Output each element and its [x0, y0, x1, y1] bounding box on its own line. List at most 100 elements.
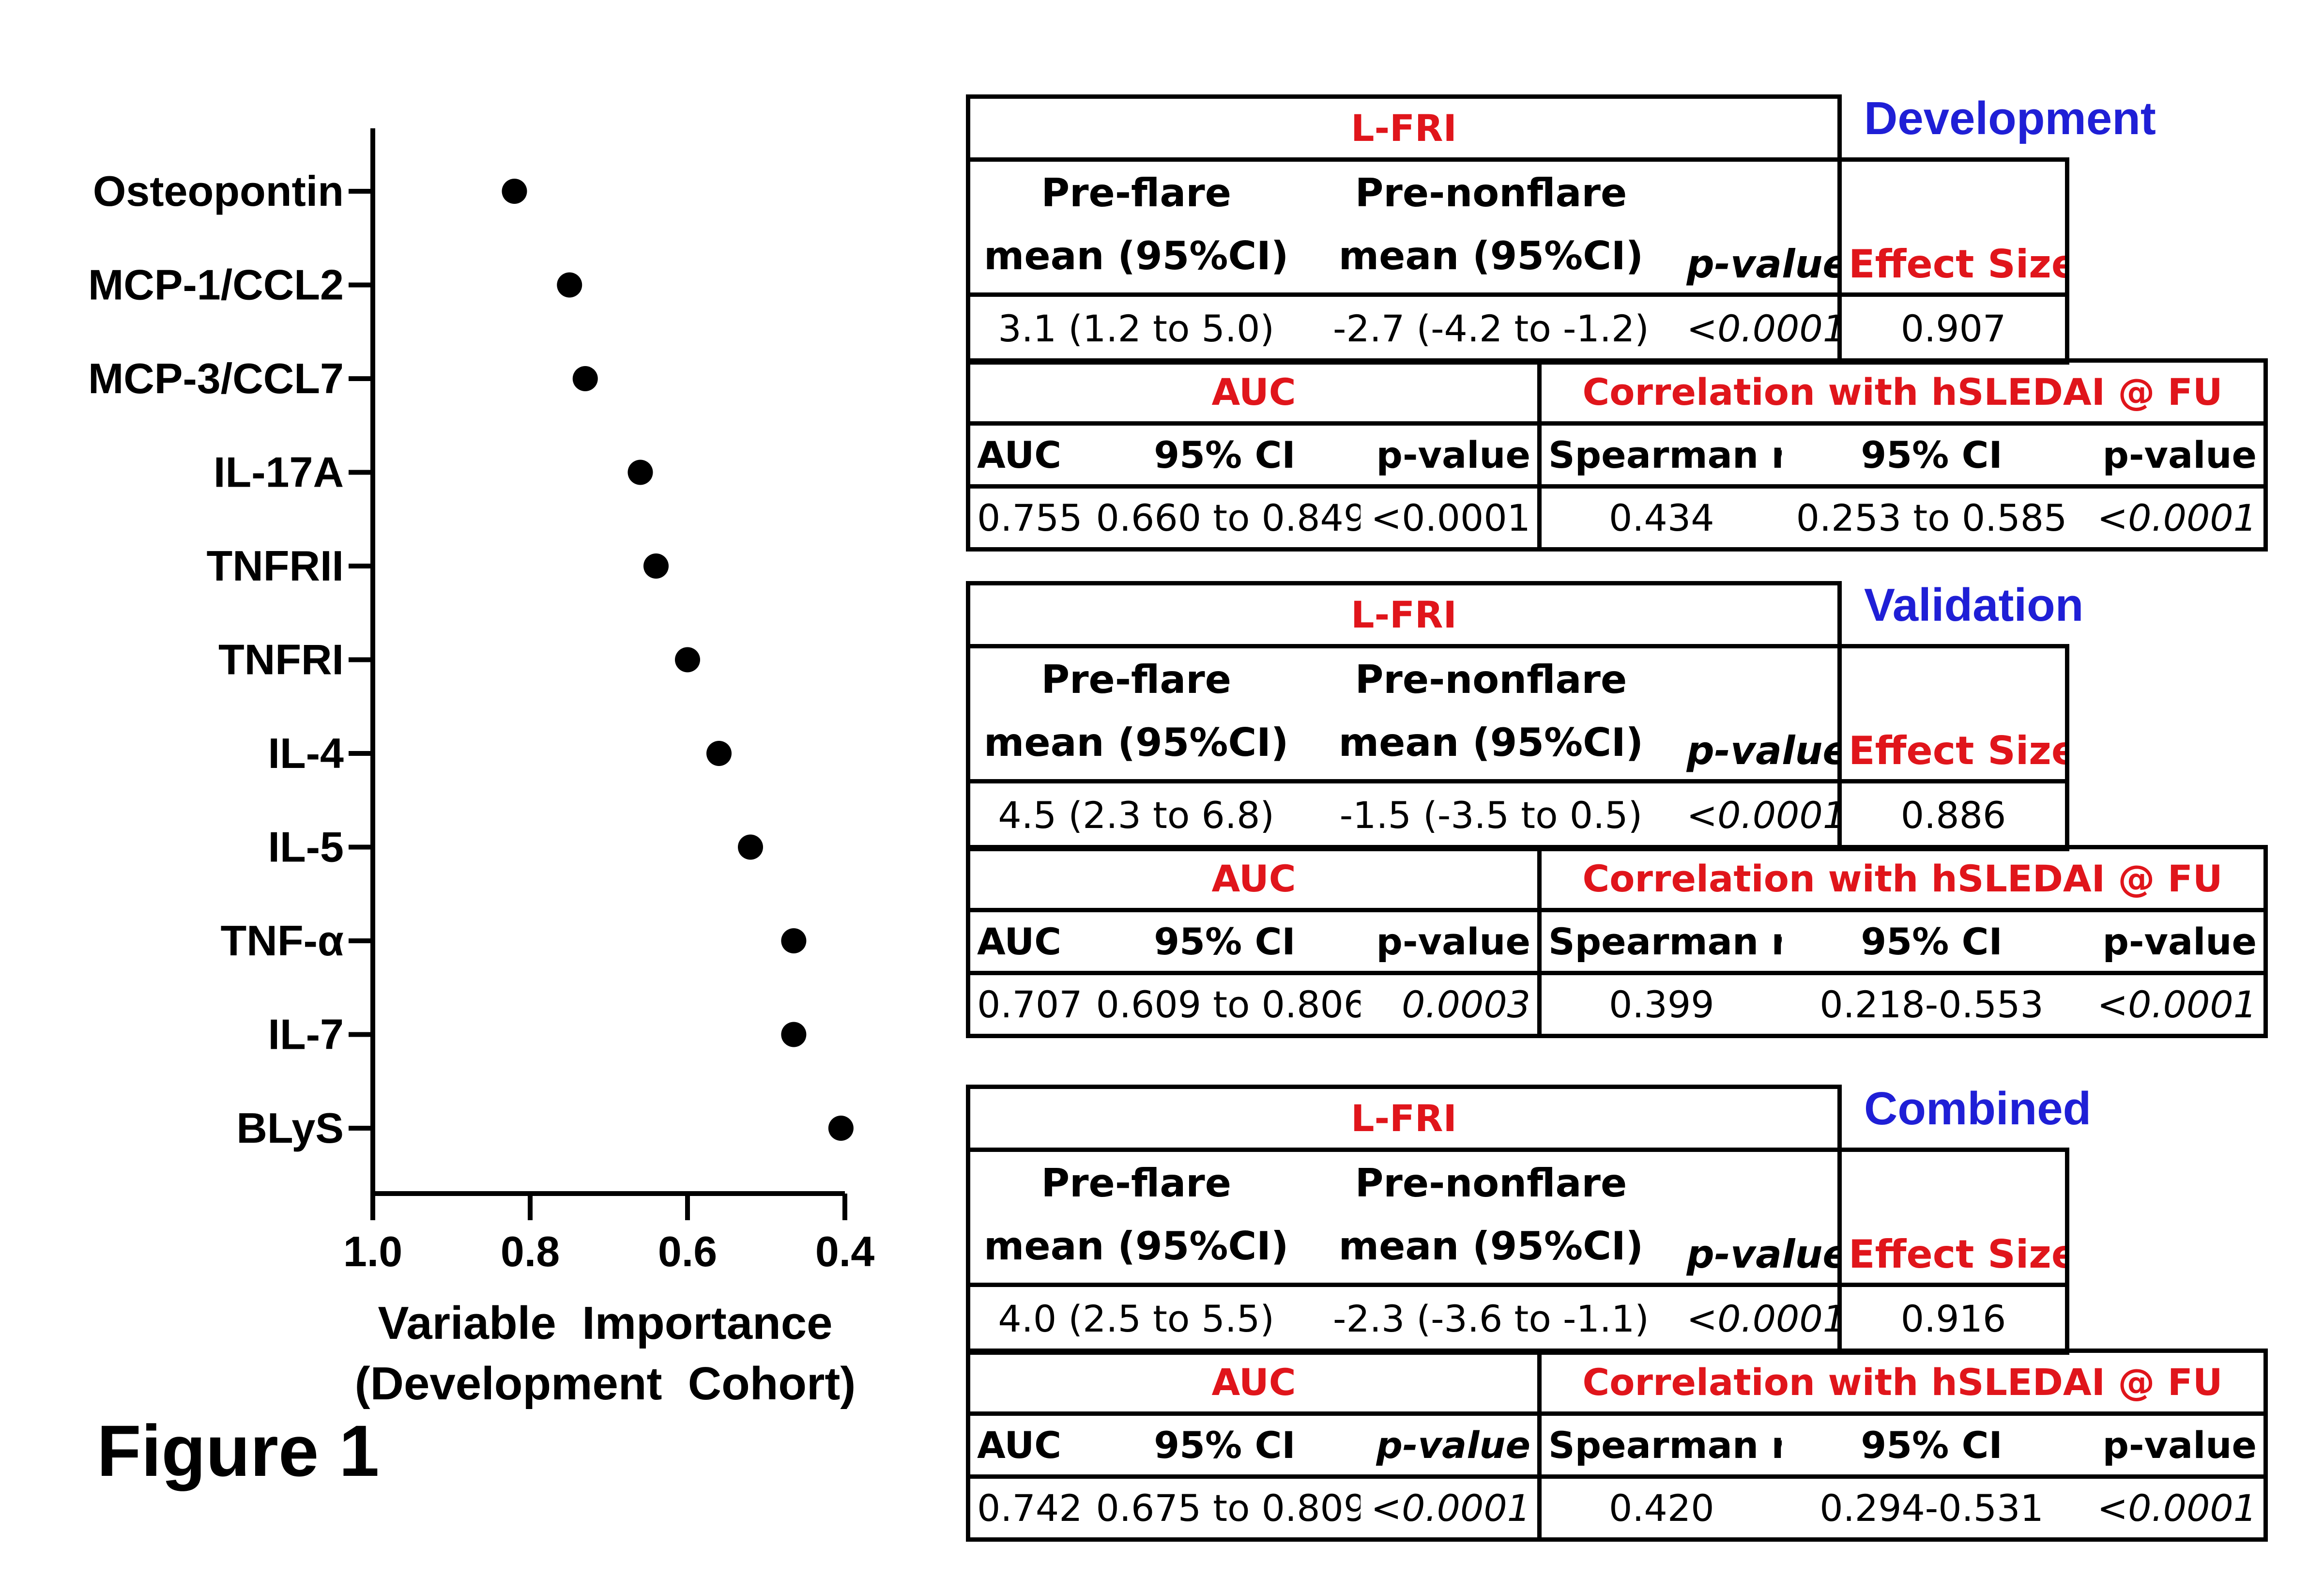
prenonflare-label-2: mean (95%CI) [1338, 233, 1644, 278]
auc-ci-value: 0.675 to 0.809 [1089, 1474, 1361, 1542]
y-tick-label: TNFRII [206, 542, 344, 590]
auc-p-label: p-value [1360, 421, 1542, 489]
data-point [502, 179, 527, 204]
prenonflare-label-1: Pre-nonflare [1355, 170, 1627, 215]
preflare-value: 4.0 (2.5 to 5.5) [966, 1283, 1302, 1355]
effect-size-value: 0.916 [1837, 1283, 2070, 1355]
lfri-table: L-FRI Pre-flare mean (95%CI) Pre-nonflar… [965, 94, 2070, 365]
prenonflare-label-1: Pre-nonflare [1355, 1161, 1627, 1206]
spearman-label: Spearman r [1537, 1411, 1782, 1479]
x-axis-label: Variable Importance [378, 1297, 832, 1349]
y-tick-label: TNF-α [221, 917, 344, 965]
auc-value: 0.755 [966, 484, 1089, 552]
lfri-header: L-FRI [965, 581, 1842, 648]
y-tick-label: IL-4 [268, 729, 344, 777]
auc-p-label: p-value [1360, 1411, 1542, 1479]
auc-header: AUC [965, 1349, 1542, 1416]
y-tick-label: MCP-1/CCL2 [88, 261, 344, 309]
data-point [675, 647, 700, 673]
lfri-header: L-FRI [965, 1085, 1842, 1152]
auc-corr-table: AUC Correlation with hSLEDAI @ FU AUC 95… [965, 1349, 2268, 1542]
data-point [828, 1116, 854, 1141]
corr-p-value: <0.0001 [2081, 484, 2268, 552]
auc-p-value: 0.0003 [1360, 971, 1542, 1038]
spearman-value: 0.399 [1537, 971, 1782, 1038]
y-tick-label: Osteopontin [93, 167, 344, 215]
auc-ci-value: 0.609 to 0.806 [1089, 971, 1361, 1038]
corr-ci-value: 0.253 to 0.585 [1781, 484, 2082, 552]
spearman-label: Spearman r [1537, 421, 1782, 489]
preflare-label-1: Pre-flare [1041, 170, 1232, 215]
auc-p-value: <0.0001 [1360, 484, 1542, 552]
data-point [627, 460, 653, 485]
prenonflare-label-1: Pre-nonflare [1355, 657, 1627, 702]
auc-header: AUC [965, 845, 1542, 912]
auc-ci-value: 0.660 to 0.849 [1089, 484, 1361, 552]
corr-ci-value: 0.218-0.553 [1781, 971, 2082, 1038]
data-point [643, 553, 669, 579]
spearman-label: Spearman r [1537, 908, 1782, 975]
prenonflare-value: -2.3 (-3.6 to -1.1) [1302, 1283, 1680, 1355]
prenonflare-value: -1.5 (-3.5 to 0.5) [1302, 779, 1680, 851]
preflare-label-1: Pre-flare [1041, 657, 1232, 702]
y-tick-label: TNFRI [218, 636, 344, 684]
pvalue-value: <0.0001 [1680, 779, 1842, 851]
effect-size-label: Effect Size [1837, 1148, 2070, 1287]
pvalue-value: <0.0001 [1680, 1283, 1842, 1355]
auc-corr-table: AUC Correlation with hSLEDAI @ FU AUC 95… [965, 358, 2268, 552]
auc-value: 0.742 [966, 1474, 1089, 1542]
pvalue-label: p-value [1680, 646, 1842, 782]
corr-ci-label: 95% CI [1781, 1411, 2082, 1479]
auc-ci-label: 95% CI [1089, 421, 1361, 489]
x-tick-label: 0.8 [501, 1227, 560, 1275]
preflare-label-2: mean (95%CI) [984, 1224, 1289, 1269]
preflare-label-2: mean (95%CI) [984, 233, 1289, 278]
lfri-table: L-FRI Pre-flare mean (95%CI) Pre-nonflar… [965, 581, 2070, 851]
effect-size-label: Effect Size [1837, 157, 2070, 297]
corr-ci-value: 0.294-0.531 [1781, 1474, 2082, 1542]
effect-size-label: Effect Size [1837, 644, 2070, 783]
auc-value: 0.707 [966, 971, 1089, 1038]
preflare-label-1: Pre-flare [1041, 1161, 1232, 1206]
auc-p-value: <0.0001 [1360, 1474, 1542, 1542]
corr-header: Correlation with hSLEDAI @ FU [1537, 1349, 2268, 1416]
auc-header: AUC [965, 358, 1542, 426]
data-point [781, 1022, 807, 1047]
lfri-header: L-FRI [965, 94, 1842, 162]
prenonflare-label-2: mean (95%CI) [1338, 1224, 1644, 1269]
corr-p-label: p-value [2081, 908, 2268, 975]
auc-p-label: p-value [1360, 908, 1542, 975]
variable-importance-chart: Osteopontin MCP-1/CCL2 MCP-3/CCL7 IL-17A TNF… [88, 128, 874, 1410]
preflare-label-2: mean (95%CI) [984, 720, 1289, 765]
corr-p-value: <0.0001 [2081, 1474, 2268, 1542]
auc-col-label: AUC [966, 1411, 1089, 1479]
pvalue-label: p-value [1680, 159, 1842, 295]
preflare-value: 3.1 (1.2 to 5.0) [966, 292, 1302, 365]
x-axis-label-2: (Development Cohort) [355, 1358, 856, 1410]
prenonflare-label-2: mean (95%CI) [1338, 720, 1644, 765]
y-tick-label: IL-5 [268, 823, 344, 871]
lfri-table: L-FRI Pre-flare mean (95%CI) Pre-nonflar… [965, 1085, 2070, 1355]
y-tick-label: IL-17A [214, 448, 344, 496]
effect-size-value: 0.886 [1837, 779, 2070, 851]
x-tick-label: 1.0 [343, 1227, 402, 1275]
data-point [738, 834, 763, 860]
corr-p-label: p-value [2081, 1411, 2268, 1479]
auc-col-label: AUC [966, 421, 1089, 489]
auc-ci-label: 95% CI [1089, 1411, 1361, 1479]
pvalue-label: p-value [1680, 1150, 1842, 1285]
y-tick-label: MCP-3/CCL7 [88, 354, 344, 402]
corr-ci-label: 95% CI [1781, 421, 2082, 489]
spearman-value: 0.434 [1537, 484, 1782, 552]
effect-size-value: 0.907 [1837, 292, 2070, 365]
data-point [781, 928, 807, 953]
pvalue-value: <0.0001 [1680, 292, 1842, 365]
y-tick-label: BLyS [236, 1104, 344, 1152]
auc-ci-label: 95% CI [1089, 908, 1361, 975]
corr-p-label: p-value [2081, 421, 2268, 489]
preflare-value: 4.5 (2.3 to 6.8) [966, 779, 1302, 851]
corr-ci-label: 95% CI [1781, 908, 2082, 975]
data-point [706, 741, 732, 766]
x-tick-label: 0.6 [658, 1227, 717, 1275]
figure-label: Figure 1 [97, 1410, 380, 1491]
